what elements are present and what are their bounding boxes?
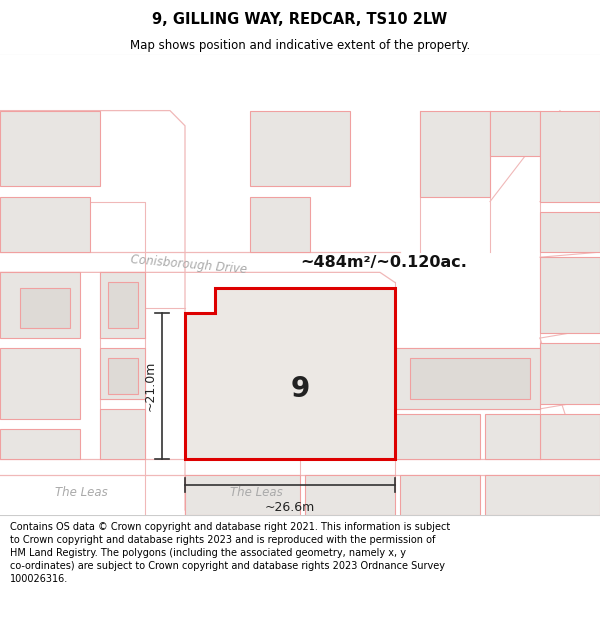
Polygon shape — [250, 196, 310, 252]
Text: Map shows position and indicative extent of the property.: Map shows position and indicative extent… — [130, 39, 470, 51]
Polygon shape — [0, 429, 80, 459]
Polygon shape — [420, 111, 490, 196]
Polygon shape — [20, 288, 70, 328]
Text: The Leas: The Leas — [230, 486, 283, 499]
Polygon shape — [0, 272, 80, 338]
Text: 9: 9 — [290, 374, 310, 402]
Polygon shape — [400, 474, 480, 515]
Polygon shape — [250, 111, 350, 186]
Polygon shape — [410, 358, 530, 399]
Polygon shape — [108, 358, 138, 394]
Polygon shape — [540, 414, 600, 459]
Polygon shape — [540, 212, 600, 252]
Polygon shape — [100, 348, 145, 399]
Text: Contains OS data © Crown copyright and database right 2021. This information is : Contains OS data © Crown copyright and d… — [10, 522, 451, 584]
Polygon shape — [540, 343, 600, 404]
Text: ~484m²/~0.120ac.: ~484m²/~0.120ac. — [300, 255, 467, 270]
Text: 9, GILLING WAY, REDCAR, TS10 2LW: 9, GILLING WAY, REDCAR, TS10 2LW — [152, 12, 448, 27]
Polygon shape — [395, 414, 480, 459]
Polygon shape — [185, 288, 395, 459]
Polygon shape — [490, 111, 540, 156]
Polygon shape — [108, 282, 138, 328]
Polygon shape — [540, 111, 600, 202]
Polygon shape — [100, 272, 145, 338]
Polygon shape — [0, 111, 100, 186]
Polygon shape — [485, 414, 540, 459]
Text: ~26.6m: ~26.6m — [265, 501, 315, 514]
Polygon shape — [305, 474, 395, 515]
Text: The Leas: The Leas — [55, 486, 108, 499]
Polygon shape — [210, 318, 380, 444]
Text: ~21.0m: ~21.0m — [144, 361, 157, 411]
Text: Conisborough Drive: Conisborough Drive — [130, 253, 248, 276]
Polygon shape — [0, 196, 90, 252]
Polygon shape — [185, 474, 300, 515]
Polygon shape — [0, 348, 80, 419]
Polygon shape — [395, 348, 540, 409]
Polygon shape — [100, 409, 145, 459]
Polygon shape — [485, 474, 600, 515]
Polygon shape — [540, 258, 600, 333]
